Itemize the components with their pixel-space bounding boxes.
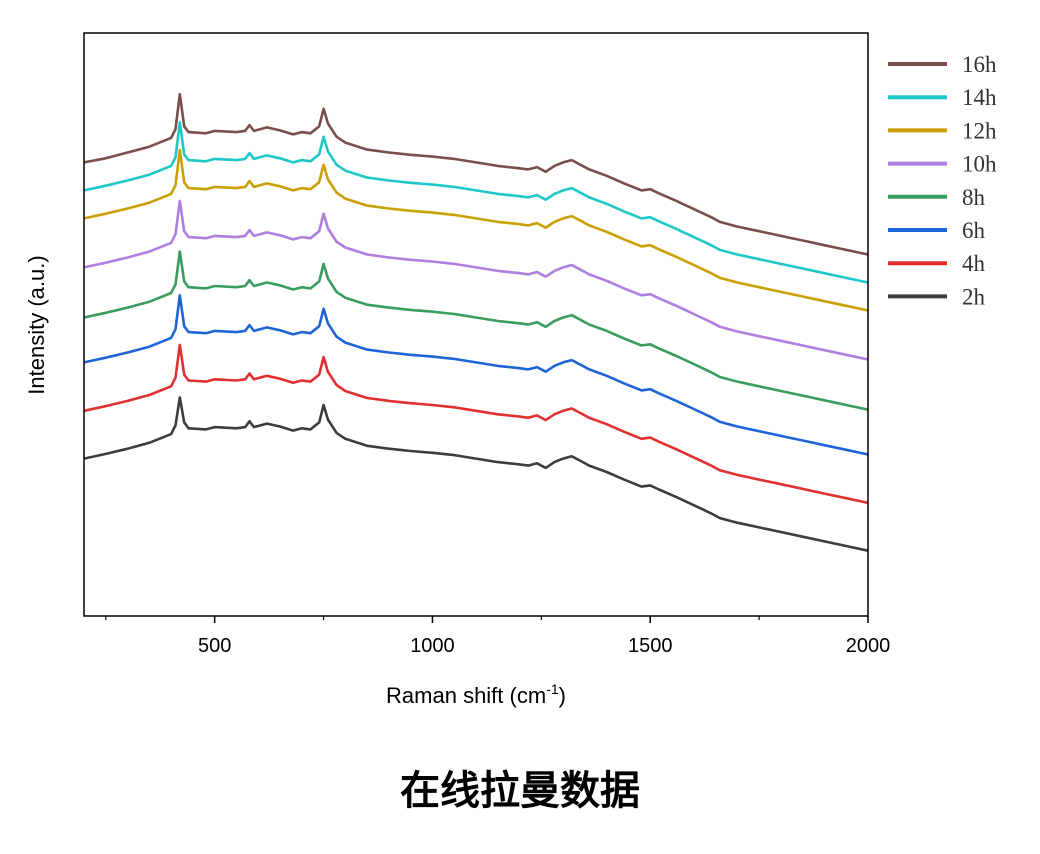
series-line-16h <box>83 92 869 256</box>
legend-label-4h: 4h <box>962 251 986 276</box>
y-axis-title: Intensity (a.u.) <box>24 255 49 394</box>
legend-label-8h: 8h <box>962 185 986 210</box>
series-line-12h <box>83 148 869 312</box>
series-line-4h <box>83 343 869 505</box>
figure-caption: 在线拉曼数据 <box>400 768 640 814</box>
x-axis: 500 1000 1500 2000 <box>105 616 891 657</box>
series-line-2h <box>83 396 869 552</box>
plot-frame <box>83 32 869 617</box>
x-tick-label: 1000 <box>410 635 455 657</box>
legend-label-6h: 6h <box>962 218 986 243</box>
legend-label-2h: 2h <box>962 284 986 309</box>
legend-label-16h: 16h <box>962 52 997 77</box>
x-tick-label: 1500 <box>628 635 673 657</box>
legend-label-12h: 12h <box>962 118 997 143</box>
series-line-8h <box>83 250 869 411</box>
x-axis-title: Raman shift (cm-1) <box>386 681 566 708</box>
raman-chart: 500 1000 1500 2000 Raman shift (cm-1) Inten… <box>24 32 997 708</box>
x-tick-label: 500 <box>198 635 231 657</box>
series-line-6h <box>83 293 869 456</box>
legend-label-10h: 10h <box>962 152 997 177</box>
x-tick-label: 2000 <box>846 635 891 657</box>
series-line-14h <box>83 120 869 284</box>
legend: 16h 14h 12h 10h 8h 6h 4h 2h <box>888 52 997 309</box>
series-layer <box>83 92 869 552</box>
legend-label-14h: 14h <box>962 85 997 110</box>
series-line-10h <box>83 199 869 361</box>
